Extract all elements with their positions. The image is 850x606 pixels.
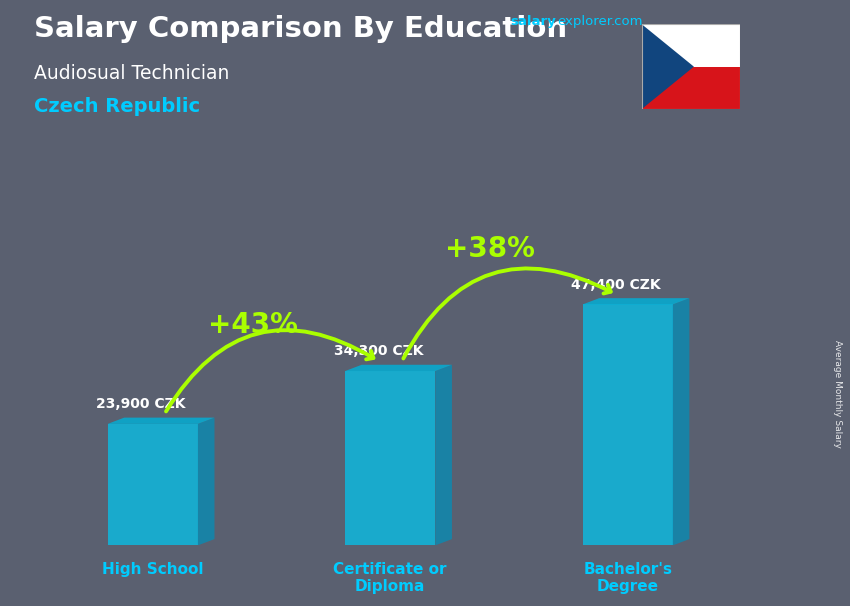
Polygon shape bbox=[198, 418, 214, 545]
Text: Czech Republic: Czech Republic bbox=[34, 97, 200, 116]
Text: 23,900 CZK: 23,900 CZK bbox=[96, 397, 185, 411]
Polygon shape bbox=[582, 304, 672, 545]
Polygon shape bbox=[672, 298, 689, 545]
Polygon shape bbox=[435, 365, 452, 545]
Polygon shape bbox=[108, 418, 214, 424]
Text: +43%: +43% bbox=[207, 311, 298, 339]
Text: Audiosual Technician: Audiosual Technician bbox=[34, 64, 230, 82]
Text: .com: .com bbox=[610, 15, 643, 28]
Text: salary: salary bbox=[510, 15, 556, 28]
Text: explorer: explorer bbox=[557, 15, 612, 28]
Polygon shape bbox=[345, 371, 435, 545]
Polygon shape bbox=[582, 298, 689, 304]
Text: Average Monthly Salary: Average Monthly Salary bbox=[833, 340, 842, 448]
Text: Salary Comparison By Education: Salary Comparison By Education bbox=[34, 15, 567, 43]
Text: +38%: +38% bbox=[445, 235, 535, 262]
Text: 47,400 CZK: 47,400 CZK bbox=[571, 278, 660, 291]
Text: 34,300 CZK: 34,300 CZK bbox=[333, 344, 423, 358]
Bar bbox=[642, 67, 740, 109]
Polygon shape bbox=[345, 365, 452, 371]
Bar bbox=[642, 24, 740, 67]
Polygon shape bbox=[108, 424, 198, 545]
Polygon shape bbox=[642, 24, 694, 109]
